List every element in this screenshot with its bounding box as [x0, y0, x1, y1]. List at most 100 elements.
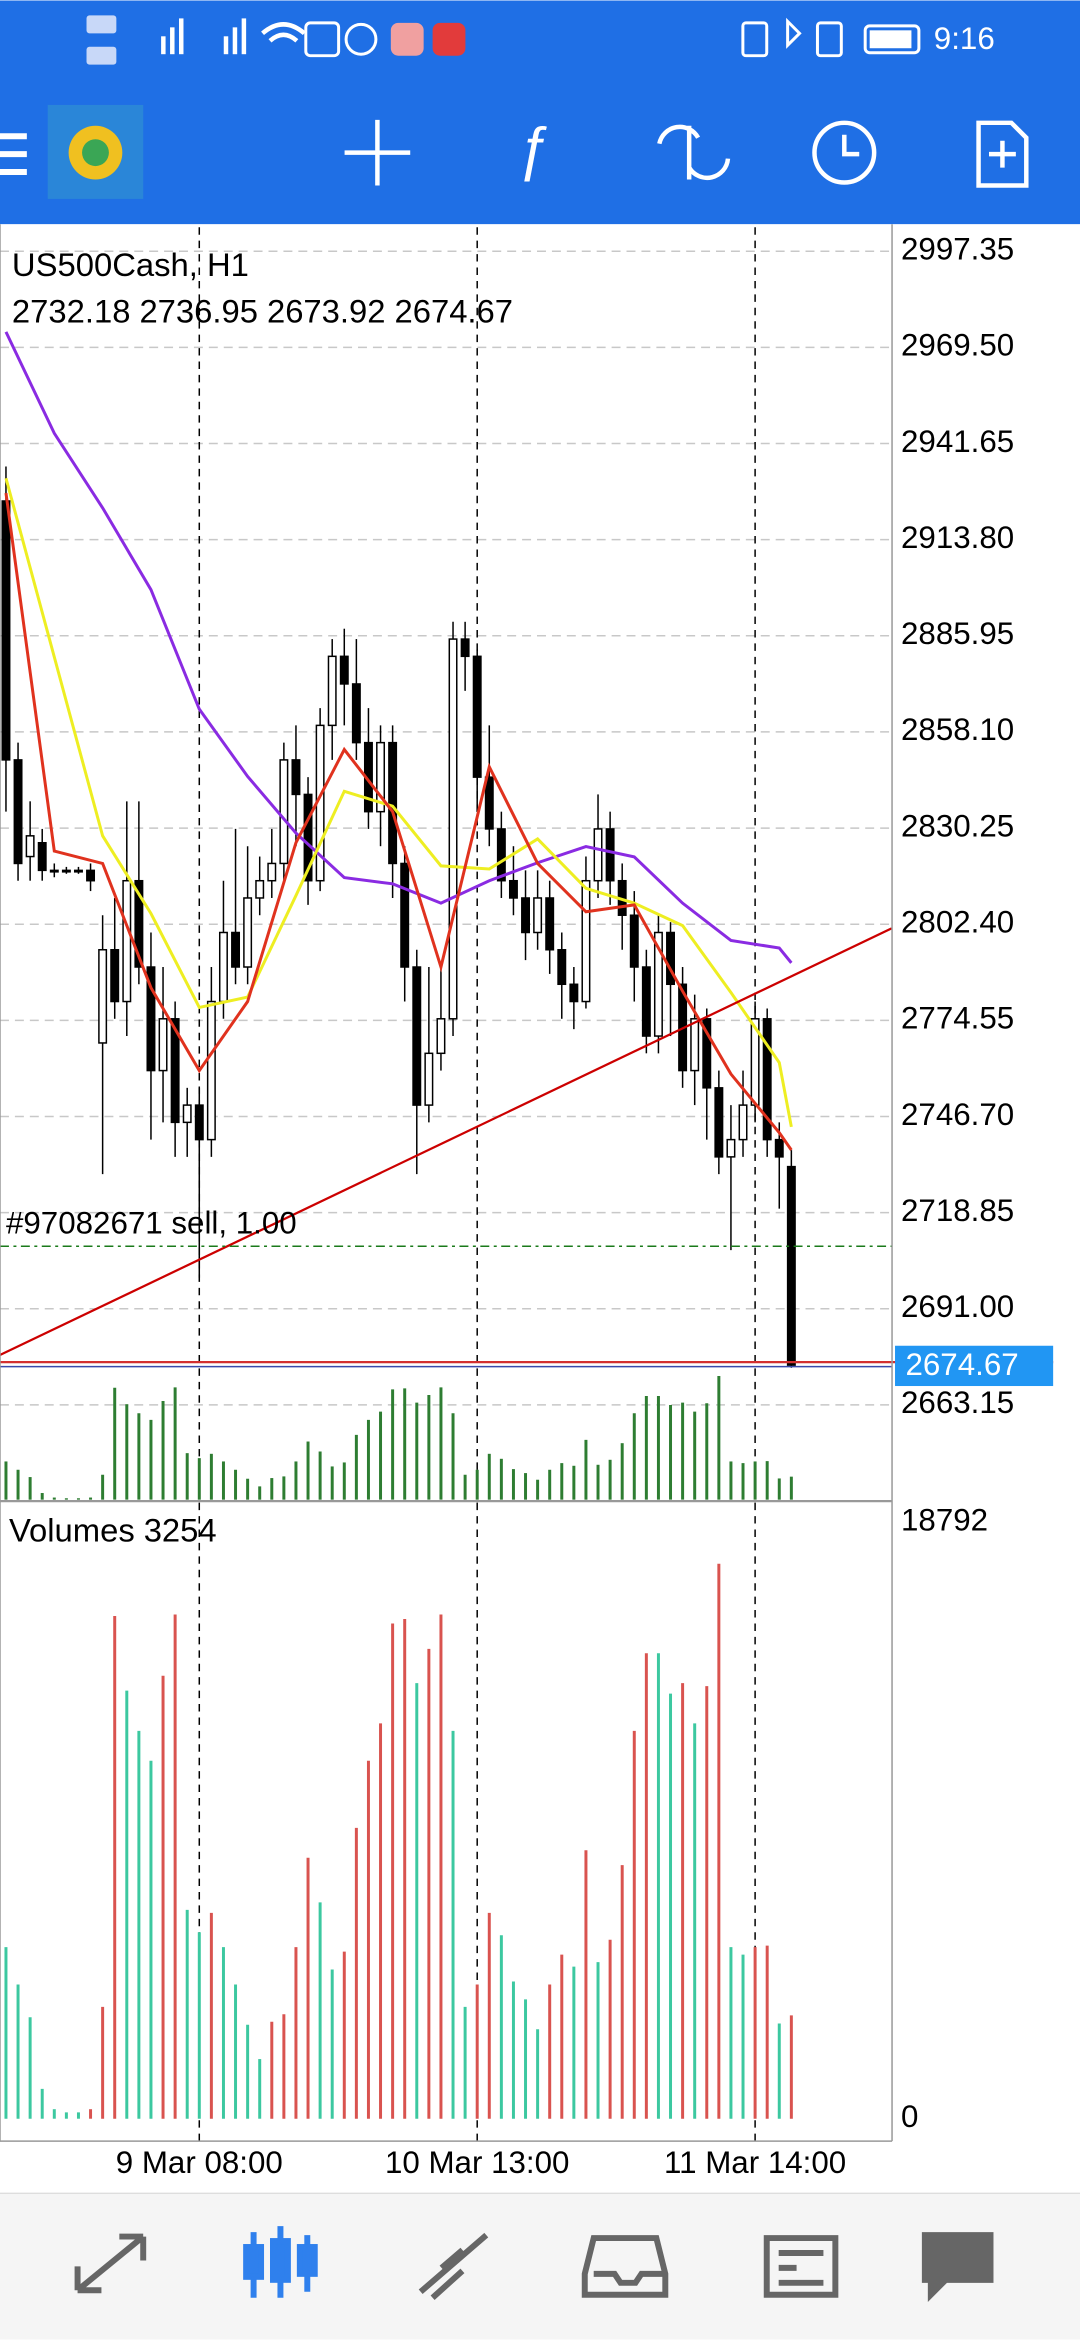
high-value: 2736.95 — [139, 292, 258, 329]
menu-button[interactable] — [0, 133, 27, 176]
y-tick-label: 2746.70 — [901, 1097, 1014, 1132]
y-tick-label: 2718.85 — [901, 1193, 1014, 1228]
crosshair-button[interactable] — [344, 119, 411, 186]
candle-body — [533, 897, 543, 934]
candle-body — [702, 1018, 712, 1089]
chart-area[interactable] — [0, 224, 1080, 2194]
candle-body — [593, 828, 603, 882]
volume-readout: Volumes 3254 — [9, 1511, 217, 1548]
candle-body — [134, 879, 144, 968]
quotes-tab[interactable] — [74, 2233, 147, 2294]
chat-tab[interactable] — [921, 2232, 994, 2302]
status-icons — [86, 15, 921, 65]
candle-body — [170, 1018, 180, 1124]
candle-body — [279, 759, 289, 865]
price-tag — [895, 1345, 1054, 1387]
y-tick-label: 2830.25 — [901, 808, 1014, 843]
clock: 9:16 — [934, 21, 995, 56]
trendline — [0, 927, 893, 1357]
candle-body — [774, 1138, 784, 1158]
x-tick-label: 10 Mar 13:00 — [385, 2145, 570, 2180]
volume-tick-label: 18792 — [901, 1502, 988, 1537]
candle-body — [194, 1104, 204, 1141]
candle-body — [376, 741, 386, 813]
chart-title: US500Cash, H1 — [12, 246, 249, 283]
y-tick-label: 2885.95 — [901, 616, 1014, 651]
y-tick-label: 2691.00 — [901, 1289, 1014, 1324]
candle-body — [182, 1104, 192, 1124]
candle-body — [424, 1052, 434, 1106]
candle-body — [690, 1018, 700, 1072]
candle-body — [641, 966, 651, 1037]
candle-body — [738, 1104, 748, 1141]
candle-body — [267, 862, 277, 882]
ohlc-readout: 2732.18 2736.95 2673.92 2674.67 — [12, 292, 513, 329]
candle-body — [206, 1000, 216, 1141]
trade-button[interactable] — [657, 124, 731, 181]
candle-body — [13, 759, 23, 865]
bottom-nav — [0, 2193, 1080, 2340]
candle-body — [448, 638, 458, 1020]
order-label: #97082671 sell, 1.00 — [6, 1206, 297, 1241]
y-tick-label: 2997.35 — [901, 232, 1014, 267]
candle-body — [569, 983, 579, 1003]
candle-body — [786, 1165, 796, 1366]
candle-body — [521, 897, 531, 934]
price-tag-label: 2674.67 — [905, 1347, 1018, 1382]
candle-body — [496, 828, 506, 882]
candle-body — [86, 869, 96, 882]
candle-body — [231, 931, 241, 968]
y-tick-label: 2941.65 — [901, 424, 1014, 459]
y-tick-label: 2802.40 — [901, 904, 1014, 939]
candle-body — [472, 655, 482, 778]
candle-body — [762, 1018, 772, 1141]
news-tab[interactable] — [763, 2235, 839, 2298]
candle-body — [714, 1087, 724, 1158]
candle-body — [666, 931, 675, 986]
candle-body — [508, 879, 518, 899]
candle-body — [351, 683, 361, 744]
close-value: 2674.67 — [394, 292, 513, 329]
y-tick-label: 2774.55 — [901, 1001, 1014, 1036]
indicators-button[interactable]: ƒ — [516, 114, 549, 181]
candle-body — [37, 841, 47, 872]
candle-body — [605, 828, 615, 882]
history-tab[interactable] — [581, 2235, 669, 2298]
candle-body — [146, 966, 156, 1072]
moving-average — [4, 477, 793, 1128]
candle-body — [412, 966, 422, 1106]
candle-body — [61, 869, 71, 873]
x-tick-label: 9 Mar 08:00 — [116, 2145, 283, 2180]
timeframe-button[interactable] — [812, 120, 877, 185]
candle-body — [545, 897, 555, 951]
candle-body — [291, 759, 301, 796]
y-tick-label: 2969.50 — [901, 328, 1014, 363]
candle-body — [388, 741, 398, 865]
chart-tab[interactable] — [243, 2226, 318, 2298]
candle-body — [400, 862, 410, 968]
candle-body — [255, 879, 265, 899]
moving-average — [4, 492, 793, 1151]
candle-body — [49, 869, 59, 873]
candle-body — [726, 1138, 736, 1158]
candle-body — [581, 879, 591, 1003]
new-order-button[interactable] — [976, 120, 1029, 188]
candle-body — [73, 869, 83, 873]
y-tick-label: 2858.10 — [901, 712, 1014, 747]
candle-body — [339, 655, 349, 685]
candle-body — [484, 776, 494, 830]
volume-tick-label: 0 — [901, 2099, 918, 2134]
candle-body — [243, 897, 253, 968]
trade-tab[interactable] — [418, 2232, 489, 2300]
x-tick-label: 11 Mar 14:00 — [664, 2145, 846, 2180]
toolbar: ƒ — [0, 104, 1029, 199]
volume-label: Volumes — [9, 1511, 135, 1548]
candle-body — [25, 835, 35, 858]
candle-body — [122, 879, 132, 1003]
candle-body — [98, 949, 108, 1044]
candle-body — [218, 931, 228, 1003]
candle-body — [303, 793, 313, 882]
low-value: 2673.92 — [267, 292, 386, 329]
